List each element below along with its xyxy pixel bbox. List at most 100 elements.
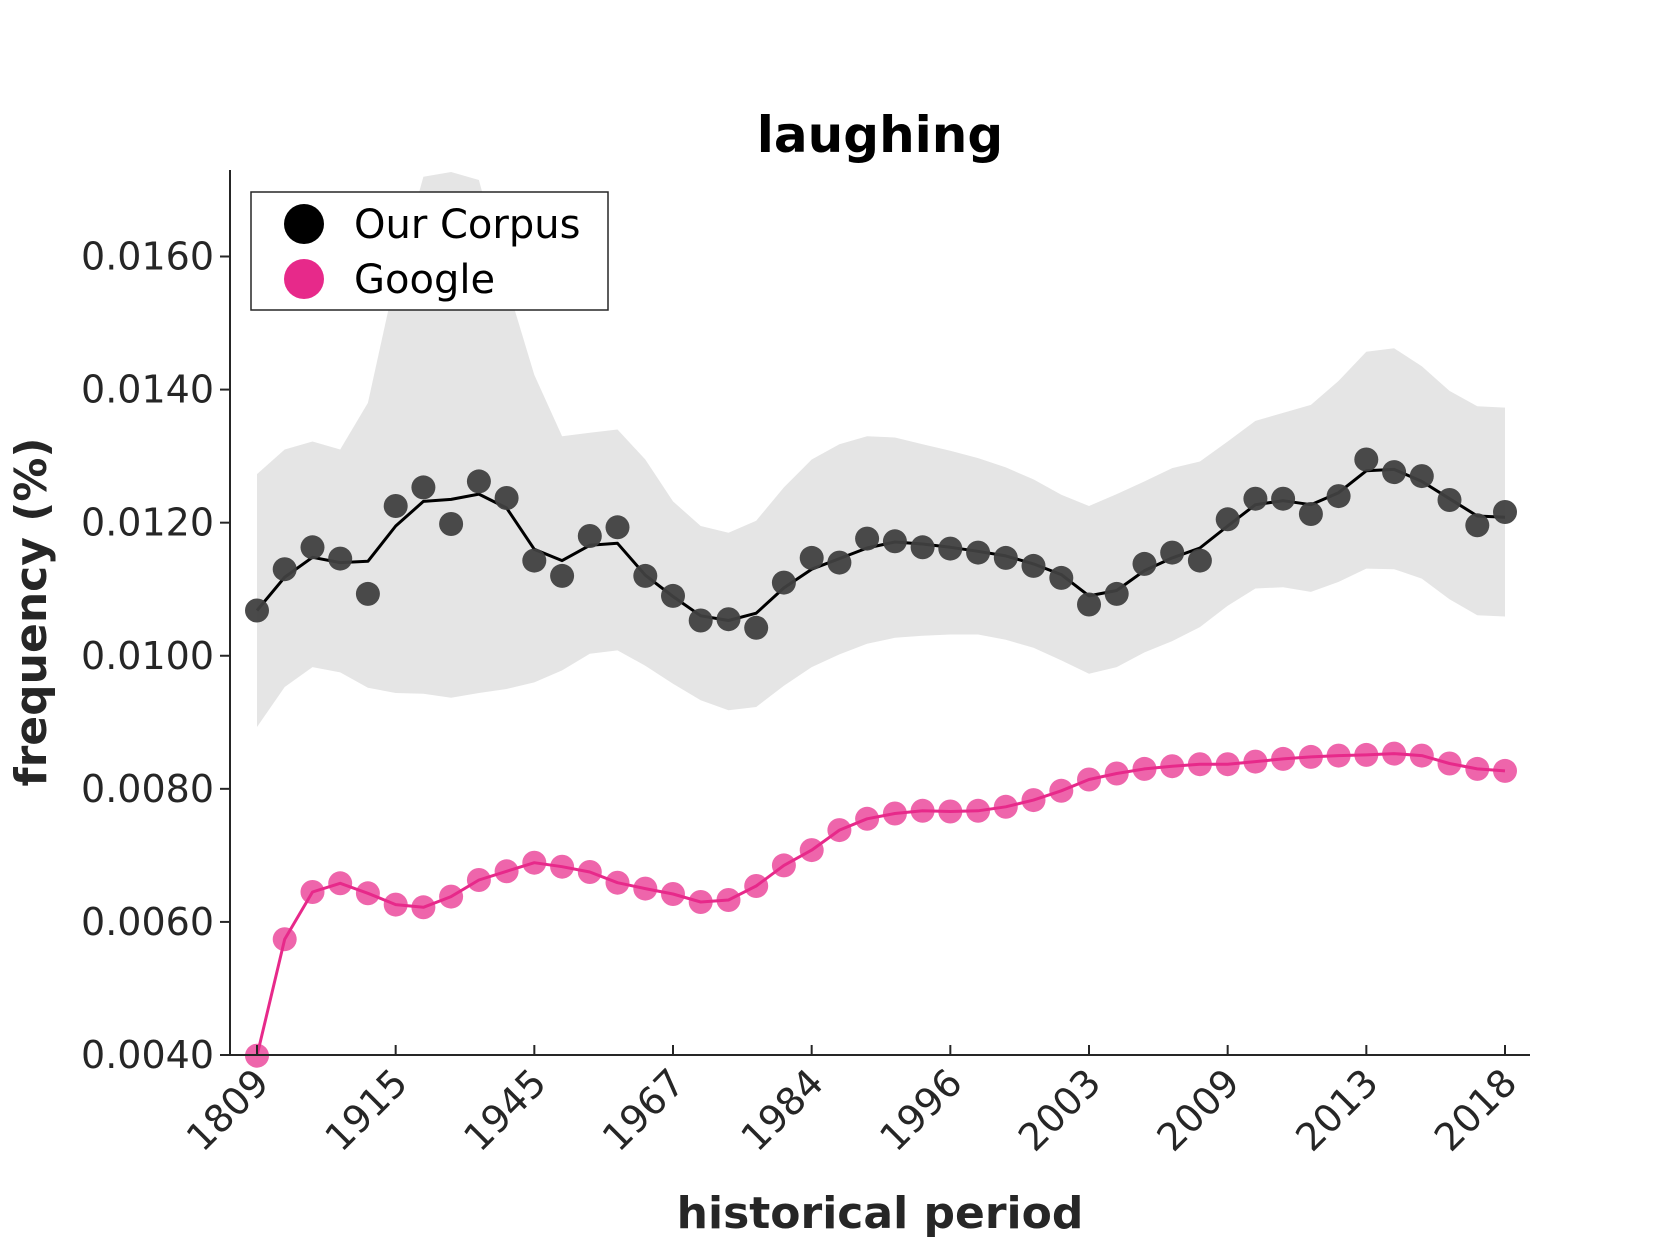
- x-tick-label: 2018: [1426, 1060, 1526, 1160]
- our-corpus-point: [411, 475, 435, 499]
- google-point: [994, 795, 1018, 819]
- google-point: [606, 871, 630, 895]
- google-point: [911, 799, 935, 823]
- chart-title: laughing: [757, 106, 1003, 164]
- our-corpus-point: [1438, 488, 1462, 512]
- our-corpus-point: [1022, 554, 1046, 578]
- google-point: [1354, 743, 1378, 767]
- y-axis-ticks: 0.00400.00600.00800.01000.01200.01400.01…: [81, 235, 230, 1077]
- our-corpus-point: [744, 616, 768, 640]
- our-corpus-point: [328, 547, 352, 571]
- legend-label-google: Google: [354, 257, 495, 303]
- our-corpus-point: [633, 564, 657, 588]
- google-point: [1022, 788, 1046, 812]
- our-corpus-point: [1299, 502, 1323, 526]
- our-corpus-point: [578, 524, 602, 548]
- google-point: [384, 893, 408, 917]
- x-tick-label: 1967: [594, 1060, 694, 1160]
- our-corpus-point: [1271, 487, 1295, 511]
- google-point: [356, 881, 380, 905]
- google-point: [1410, 744, 1434, 768]
- google-point: [772, 853, 796, 877]
- x-tick-label: 1915: [317, 1060, 417, 1160]
- our-corpus-point: [1188, 549, 1212, 573]
- google-point: [633, 877, 657, 901]
- google-point: [467, 868, 491, 892]
- google-point: [883, 802, 907, 826]
- our-corpus-point: [356, 582, 380, 606]
- our-corpus-point: [439, 512, 463, 536]
- google-point: [1105, 762, 1129, 786]
- google-point: [1216, 752, 1240, 776]
- our-corpus-point: [883, 529, 907, 553]
- x-tick-label: 1996: [871, 1060, 971, 1160]
- google-point: [966, 799, 990, 823]
- our-corpus-point: [1077, 593, 1101, 617]
- our-corpus-point: [994, 546, 1018, 570]
- google-point: [689, 890, 713, 914]
- y-tick-label: 0.0160: [81, 235, 214, 279]
- google-point: [1188, 752, 1212, 776]
- google-point: [744, 874, 768, 898]
- google-point: [661, 882, 685, 906]
- our-corpus-point: [1410, 464, 1434, 488]
- legend-label-our-corpus: Our Corpus: [354, 202, 580, 248]
- google-point: [717, 888, 741, 912]
- google-point: [855, 807, 879, 831]
- google-point: [938, 800, 962, 824]
- google-point: [578, 860, 602, 884]
- our-corpus-point: [1327, 484, 1351, 508]
- our-corpus-point: [855, 527, 879, 551]
- our-corpus-point: [661, 584, 685, 608]
- google-point: [1438, 752, 1462, 776]
- our-corpus-point: [1465, 513, 1489, 537]
- our-corpus-point: [384, 494, 408, 518]
- google-point: [439, 885, 463, 909]
- y-tick-label: 0.0100: [81, 634, 214, 678]
- our-corpus-point: [1354, 448, 1378, 472]
- google-point: [827, 818, 851, 842]
- our-corpus-point: [550, 564, 574, 588]
- our-corpus-point: [938, 537, 962, 561]
- google-point: [1077, 768, 1101, 792]
- google-point: [1327, 744, 1351, 768]
- x-tick-label: 2009: [1149, 1060, 1249, 1160]
- our-corpus-point: [1382, 460, 1406, 484]
- google-point: [800, 838, 824, 862]
- google-point: [1299, 745, 1323, 769]
- google-point: [550, 855, 574, 879]
- our-corpus-point: [301, 535, 325, 559]
- google-point: [1465, 757, 1489, 781]
- our-corpus-point: [245, 599, 269, 623]
- x-tick-label: 2013: [1287, 1060, 1387, 1160]
- google-point: [1271, 747, 1295, 771]
- google-point: [273, 927, 297, 951]
- y-tick-label: 0.0120: [81, 501, 214, 545]
- our-corpus-point: [911, 535, 935, 559]
- x-tick-label: 1945: [455, 1060, 555, 1160]
- our-corpus-point: [1243, 487, 1267, 511]
- google-point: [328, 871, 352, 895]
- y-axis-label: frequency (%): [6, 437, 57, 786]
- our-corpus-point: [772, 571, 796, 595]
- our-corpus-point: [1133, 552, 1157, 576]
- our-corpus-point: [1216, 507, 1240, 531]
- legend: Our Corpus Google: [251, 192, 608, 310]
- google-point: [1049, 779, 1073, 803]
- legend-marker-our-corpus: [284, 204, 324, 244]
- x-tick-label: 1984: [733, 1060, 833, 1160]
- google-point: [522, 851, 546, 875]
- google-point: [495, 859, 519, 883]
- our-corpus-point: [689, 609, 713, 633]
- our-corpus-point: [717, 607, 741, 631]
- google-point: [301, 880, 325, 904]
- google-point: [1160, 754, 1184, 778]
- our-corpus-point: [1493, 500, 1517, 524]
- our-corpus-point: [467, 469, 491, 493]
- y-tick-label: 0.0080: [81, 767, 214, 811]
- our-corpus-point: [606, 515, 630, 539]
- our-corpus-point: [273, 557, 297, 581]
- google-point: [1133, 757, 1157, 781]
